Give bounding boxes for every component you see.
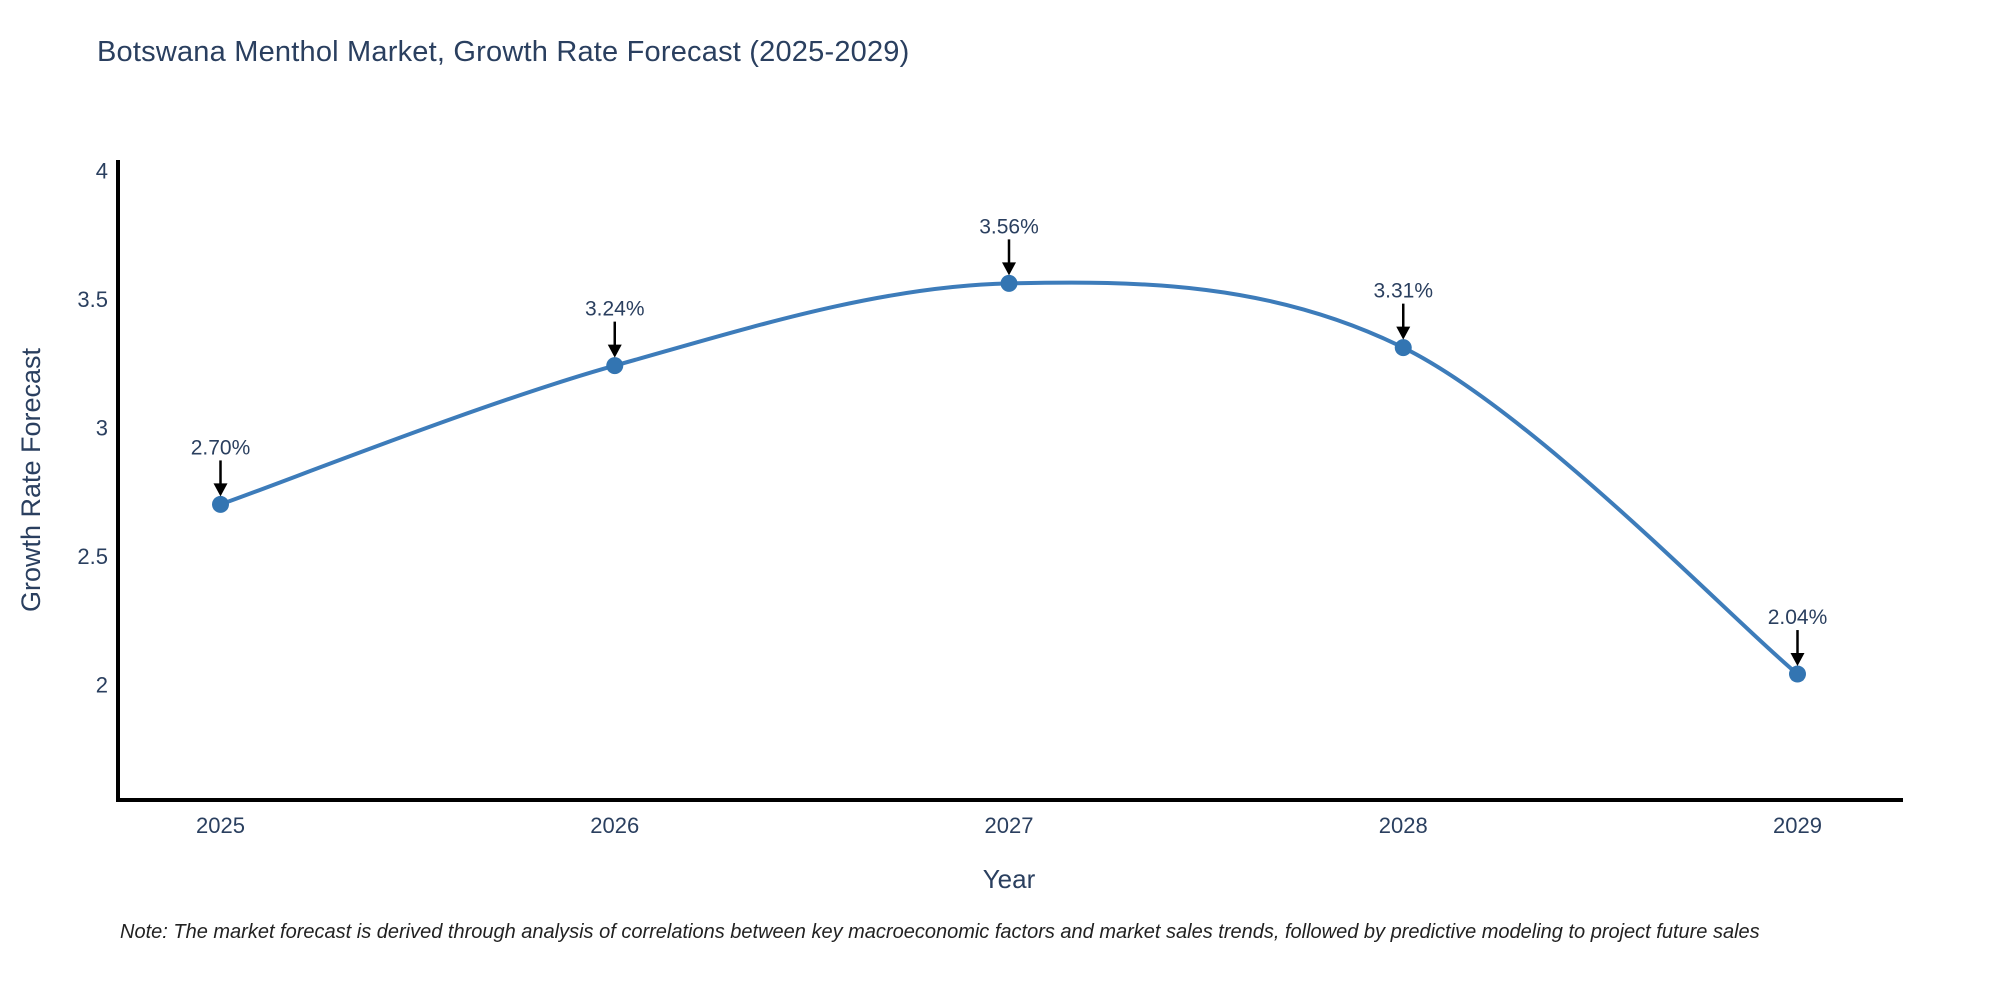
annotation-label: 2.70% bbox=[191, 436, 251, 459]
footnote: Note: The market forecast is derived thr… bbox=[120, 921, 1760, 943]
annotation-arrowhead bbox=[1002, 262, 1016, 276]
data-point-marker bbox=[606, 357, 624, 375]
y-tick-label: 4 bbox=[96, 158, 108, 183]
tick-labels: 2 2.5 3 3.5 4 2025 2026 2027 2028 2029 bbox=[77, 158, 1822, 838]
y-tick-label: 2 bbox=[96, 672, 108, 697]
annotation-label: 3.31% bbox=[1373, 280, 1433, 303]
data-series bbox=[212, 274, 1806, 683]
axes bbox=[116, 160, 1903, 802]
y-tick-label: 3.5 bbox=[77, 287, 108, 312]
x-tick-label: 2026 bbox=[590, 813, 639, 838]
annotation-arrowhead bbox=[1790, 653, 1805, 667]
annotation-label: 3.56% bbox=[979, 215, 1039, 238]
y-axis-title: Growth Rate Forecast bbox=[16, 347, 46, 612]
data-point-marker bbox=[1788, 665, 1806, 683]
data-point-marker bbox=[212, 495, 230, 513]
x-tick-label: 2025 bbox=[196, 813, 245, 838]
x-tick-label: 2029 bbox=[1773, 813, 1822, 838]
y-tick-label: 3 bbox=[96, 415, 108, 440]
annotation-arrowhead bbox=[213, 483, 228, 497]
y-tick-label: 2.5 bbox=[77, 544, 108, 569]
data-point-marker bbox=[1394, 339, 1412, 357]
annotation-label: 2.04% bbox=[1768, 606, 1828, 629]
annotation-arrowhead bbox=[1396, 326, 1411, 340]
x-tick-label: 2027 bbox=[985, 813, 1034, 838]
trend-line bbox=[218, 280, 1800, 677]
chart-title: Botswana Menthol Market, Growth Rate For… bbox=[97, 36, 910, 68]
annotation-label: 3.24% bbox=[585, 298, 645, 321]
x-axis-title: Year bbox=[983, 864, 1036, 894]
data-point-marker bbox=[1000, 274, 1018, 292]
x-tick-label: 2028 bbox=[1379, 813, 1428, 838]
annotation-arrowhead bbox=[607, 344, 622, 358]
point-annotations: 2.70% 3.24% 3.56% 3.31% 2.04% bbox=[191, 215, 1828, 667]
